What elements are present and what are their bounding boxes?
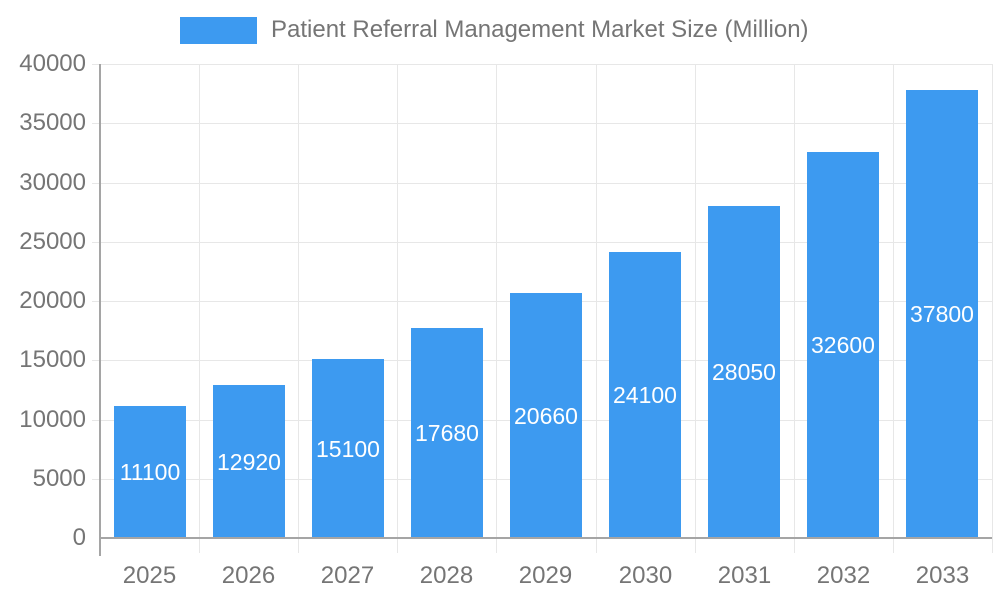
bar-2033: 37800 — [906, 90, 978, 538]
x-gridline — [397, 64, 398, 553]
y-gridline — [92, 64, 992, 65]
y-axis-tick-label: 35000 — [19, 109, 86, 136]
bar-2030: 24100 — [609, 252, 681, 538]
bar-value-label: 15100 — [316, 435, 380, 462]
x-axis-tick-label: 2033 — [915, 562, 970, 589]
bar-2028: 17680 — [411, 328, 483, 538]
x-gridline — [794, 64, 795, 553]
bar-2026: 12920 — [213, 385, 285, 538]
bar-2025: 11100 — [114, 406, 186, 538]
x-axis-tick-label: 2029 — [518, 562, 573, 589]
x-gridline — [298, 64, 299, 553]
y-gridline — [92, 183, 992, 184]
x-gridline — [199, 64, 200, 553]
y-gridline — [92, 123, 992, 124]
x-axis-tick-label: 2026 — [221, 562, 276, 589]
y-gridline — [92, 242, 992, 243]
x-axis-tick-label: 2028 — [419, 562, 474, 589]
bar-value-label: 17680 — [415, 420, 479, 446]
y-axis-tick-label: 5000 — [32, 465, 86, 492]
bar-value-label: 12920 — [217, 448, 281, 475]
x-gridline — [596, 64, 597, 553]
bar-2032: 32600 — [807, 152, 879, 538]
x-gridline — [695, 64, 696, 553]
bar-value-label: 28050 — [712, 359, 776, 385]
bar-value-label: 32600 — [811, 332, 875, 358]
x-axis-tick-label: 2031 — [717, 562, 772, 589]
bar-value-label: 20660 — [514, 402, 578, 429]
x-gridline — [992, 64, 993, 553]
x-gridline — [496, 64, 497, 553]
bar-value-label: 11100 — [119, 459, 181, 485]
x-axis-tick-label: 2030 — [618, 562, 673, 589]
bar-value-label: 37800 — [910, 301, 974, 327]
y-axis-line — [99, 64, 101, 556]
y-axis-tick-label: 10000 — [19, 406, 86, 433]
bar-2029: 20660 — [510, 293, 582, 538]
y-axis-tick-label: 0 — [72, 524, 86, 551]
y-axis-tick-label: 20000 — [19, 287, 86, 314]
bar-value-label: 24100 — [613, 382, 677, 408]
bar-2031: 28050 — [708, 206, 780, 538]
y-axis-tick-label: 15000 — [19, 346, 86, 373]
legend-title: Patient Referral Management Market Size … — [271, 16, 809, 43]
y-axis-tick-label: 40000 — [19, 50, 86, 77]
x-axis-tick-label: 2027 — [320, 562, 375, 589]
x-axis-tick-label: 2025 — [122, 562, 177, 589]
x-axis-line — [100, 537, 992, 539]
legend-swatch — [180, 16, 257, 44]
x-gridline — [893, 64, 894, 553]
y-axis-tick-label: 25000 — [19, 228, 86, 255]
chart-legend: Patient Referral Management Market Size … — [180, 16, 809, 44]
y-axis-tick-label: 30000 — [19, 169, 86, 196]
x-axis-tick-label: 2032 — [816, 562, 871, 589]
bar-2027: 15100 — [312, 359, 384, 538]
